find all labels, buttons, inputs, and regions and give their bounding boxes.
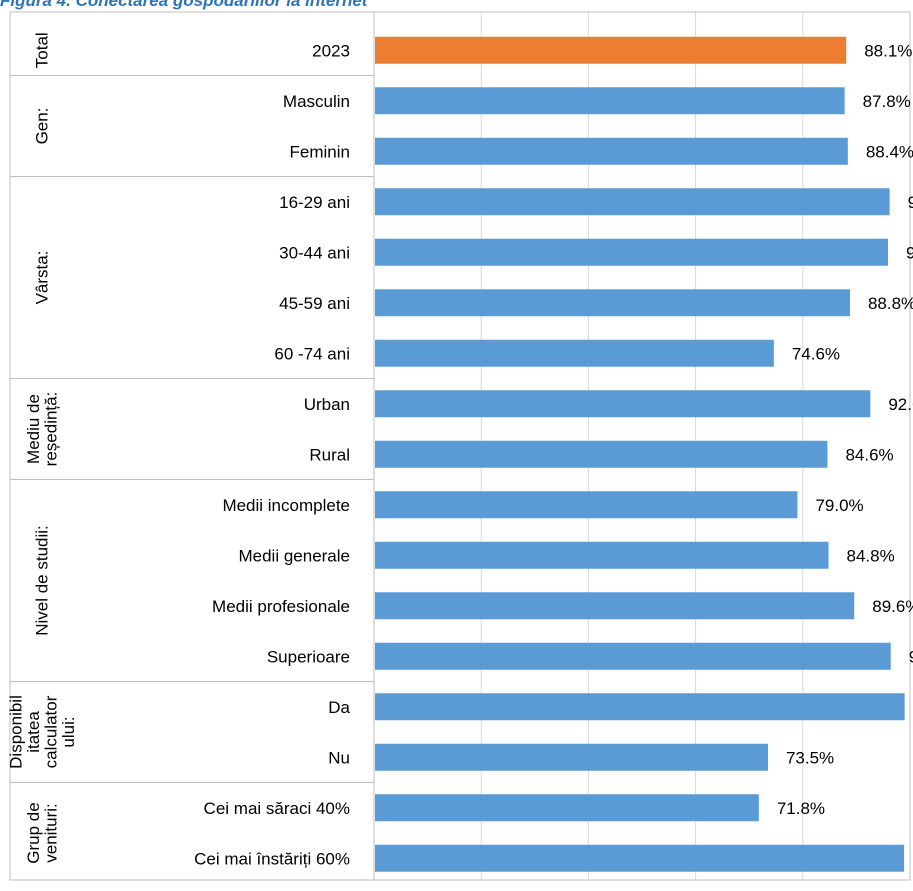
category-label: Urban [304,395,350,414]
data-label: 84.8% [847,546,895,565]
category-label: Medii generale [238,546,350,565]
bar [375,137,848,165]
group-label-line: Nivel de studii: [33,525,52,636]
category-label: Nu [328,748,350,767]
category-label: 30-44 ani [279,243,350,262]
bar [375,390,871,418]
bar [375,693,905,721]
bar [375,844,905,872]
group-label: Vârsta: [33,251,52,305]
group-label-line: reședință: [41,392,60,467]
figure-title: Figura 4. Conectarea gospodăriilor la in… [0,0,368,10]
bar [375,36,847,64]
bar [375,339,774,367]
group-label: Grup devenituri: [24,802,61,863]
category-label: 2023 [312,41,350,60]
data-label: 89.6% [872,597,913,616]
group-label-line: Mediu de [24,394,43,464]
group-label-line: Gen: [33,108,52,145]
category-label: Da [328,698,350,717]
group-label-line: Total [33,32,52,68]
data-label: 88.8% [868,294,913,313]
data-label: 88.1% [864,41,912,60]
data-label: 73.5% [786,748,834,767]
bar [375,794,759,822]
category-label: Feminin [290,142,350,161]
bar [375,592,855,620]
category-label: Rural [309,445,350,464]
data-label: 84.6% [845,445,893,464]
bar [375,289,850,317]
group-label: Nivel de studii: [33,525,52,636]
data-label: 96.2% [908,193,913,212]
data-label: 96.4% [909,647,913,666]
bar [375,541,829,569]
data-label: 95.9% [906,243,913,262]
group-label-line: Vârsta: [33,251,52,305]
group-label-line: Disponibil [6,695,25,769]
data-label: 88.4% [866,142,913,161]
chart-frame [9,11,911,881]
category-label: Medii incomplete [222,496,350,515]
category-label: Masculin [283,92,350,111]
group-label-line: calculator [41,695,60,768]
data-label: 92.6% [888,395,913,414]
category-label: Cei mai înstăriți 60% [194,849,350,868]
bar [375,642,891,670]
category-label: Cei mai săraci 40% [204,799,350,818]
group-label: Gen: [33,108,52,145]
data-label: 87.8% [863,92,911,111]
data-label: 71.8% [777,799,825,818]
group-label: Total [33,32,52,68]
category-label: Superioare [267,647,350,666]
category-label: 45-59 ani [279,294,350,313]
bar [375,87,845,115]
category-label: 16-29 ani [279,193,350,212]
group-label: Disponibilitateacalculatorului: [6,695,78,769]
category-label: 60 -74 ani [274,344,350,363]
bar [375,491,798,519]
group-label-line: Grup de [24,802,43,863]
category-label: Medii profesionale [212,597,350,616]
group-label-line: ului: [59,716,78,747]
bar [375,188,890,216]
bar [375,440,828,468]
group-label-line: itatea [24,711,43,753]
group-label: Mediu dereședință: [24,392,61,467]
bar [375,238,889,266]
group-label-line: venituri: [41,803,60,863]
data-label: 74.6% [792,344,840,363]
data-label: 79.0% [815,496,863,515]
bar [375,743,768,771]
